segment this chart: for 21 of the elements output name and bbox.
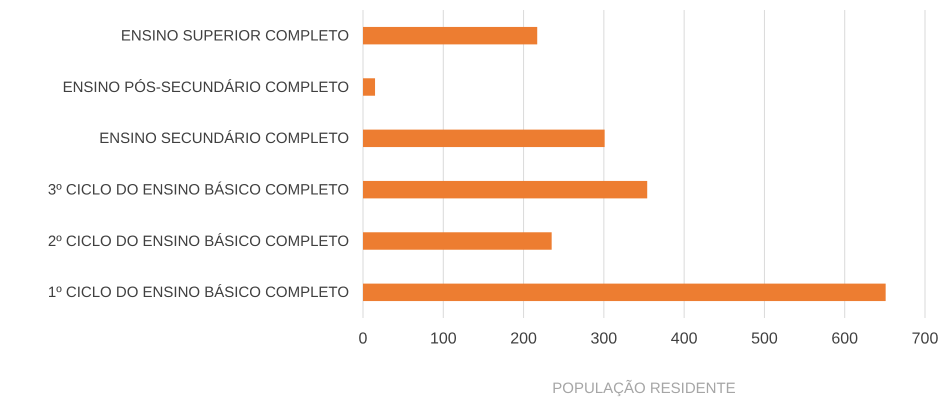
y-tick-label: ENSINO PÓS-SECUNDÁRIO COMPLETO (62, 78, 349, 96)
x-tick-label: 200 (510, 330, 538, 348)
x-tick-label: 300 (590, 330, 618, 348)
y-tick-label: 3º CICLO DO ENSINO BÁSICO COMPLETO (48, 180, 349, 198)
x-tick-label: 400 (670, 330, 698, 348)
y-tick-label: 1º CICLO DO ENSINO BÁSICO COMPLETO (48, 283, 349, 302)
x-tick-label: 500 (751, 330, 778, 348)
y-tick-label: ENSINO SUPERIOR COMPLETO (120, 27, 349, 44)
bar (363, 78, 376, 96)
bar (363, 232, 552, 250)
bar (363, 284, 886, 302)
bar (363, 130, 605, 148)
x-tick-label: 700 (912, 330, 938, 348)
x-axis-title: POPULAÇÃO RESIDENTE (552, 379, 736, 397)
x-tick-label: 600 (831, 330, 858, 348)
y-tick-label: ENSINO SECUNDÁRIO COMPLETO (99, 129, 349, 148)
bar (363, 180, 648, 198)
y-tick-label: 2º CICLO DO ENSINO BÁSICO COMPLETO (48, 232, 349, 250)
bar (363, 26, 538, 44)
x-tick-label: 100 (430, 330, 457, 348)
x-tick-label: 0 (358, 330, 368, 348)
